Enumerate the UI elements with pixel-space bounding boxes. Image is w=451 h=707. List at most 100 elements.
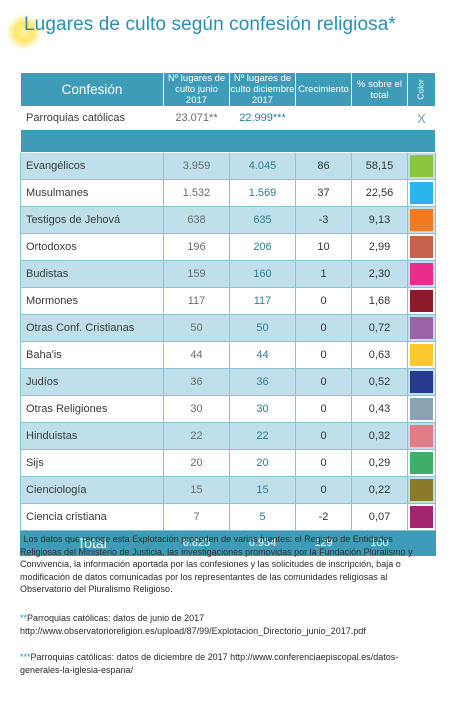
cell-diciembre: 44 xyxy=(229,341,296,369)
cell-diciembre: 22.999*** xyxy=(229,106,296,130)
color-swatch xyxy=(410,479,433,501)
cell-color xyxy=(407,422,436,450)
table-row: Evangélicos 3.959 4.045 86 58,15 xyxy=(20,152,436,180)
page-title: Lugares de culto según confesión religio… xyxy=(24,14,396,35)
cell-junio: 36 xyxy=(163,368,230,396)
color-swatch xyxy=(410,452,433,474)
cell-color xyxy=(407,341,436,369)
footnote-2-marker: ** xyxy=(20,613,28,623)
cell-color xyxy=(407,152,436,180)
cell-diciembre: 15 xyxy=(229,476,296,504)
color-swatch xyxy=(410,425,433,447)
table-row: Ortodoxos 196 206 10 2,99 xyxy=(20,233,436,261)
table-row-catolicas: Parroquias católicas 23.071** 22.999*** … xyxy=(20,106,436,130)
cell-crecimiento: -3 xyxy=(295,206,352,234)
table-row: Mormones 117 117 0 1,68 xyxy=(20,287,436,315)
cell-crecimiento: 37 xyxy=(295,179,352,207)
cell-color xyxy=(407,476,436,504)
header-diciembre: Nº lugares de culto diciembre 2017 xyxy=(229,72,296,107)
color-swatch xyxy=(410,398,433,420)
color-swatch xyxy=(410,182,433,204)
table-row: Judíos 36 36 0 0,52 xyxy=(20,368,436,396)
cell-crecimiento: 0 xyxy=(295,449,352,477)
cell-diciembre: 30 xyxy=(229,395,296,423)
table-row: Otras Religiones 30 30 0 0,43 xyxy=(20,395,436,423)
cell-crecimiento xyxy=(295,106,352,130)
cell-crecimiento: 0 xyxy=(295,395,352,423)
header-color-label: Color xyxy=(416,79,426,100)
cell-name: Musulmanes xyxy=(20,179,164,207)
cell-crecimiento: -2 xyxy=(295,503,352,531)
cell-color xyxy=(407,314,436,342)
cell-diciembre: 206 xyxy=(229,233,296,261)
header-color: Color xyxy=(407,72,436,107)
cell-pct: 2,99 xyxy=(351,233,408,261)
cell-pct: 0,07 xyxy=(351,503,408,531)
cell-name: Testigos de Jehová xyxy=(20,206,164,234)
cell-diciembre: 22 xyxy=(229,422,296,450)
cell-color xyxy=(407,206,436,234)
cell-name: Baha'is xyxy=(20,341,164,369)
table-row: Baha'is 44 44 0 0,63 xyxy=(20,341,436,369)
header-confesion: Confesión xyxy=(20,72,164,107)
cell-crecimiento: 0 xyxy=(295,368,352,396)
cell-diciembre: 5 xyxy=(229,503,296,531)
cell-junio: 50 xyxy=(163,314,230,342)
table-row: Otras Conf. Cristianas 50 50 0 0,72 xyxy=(20,314,436,342)
cell-crecimiento: 0 xyxy=(295,422,352,450)
cell-crecimiento: 0 xyxy=(295,314,352,342)
cell-pct: 9,13 xyxy=(351,206,408,234)
cell-pct: 0,32 xyxy=(351,422,408,450)
cell-pct: 2,30 xyxy=(351,260,408,288)
cell-crecimiento: 0 xyxy=(295,287,352,315)
cell-diciembre: 4.045 xyxy=(229,152,296,180)
color-swatch xyxy=(410,506,433,528)
color-swatch xyxy=(410,263,433,285)
footnote-2-text: Parroquias católicas: datos de junio de … xyxy=(20,613,366,636)
cell-color xyxy=(407,368,436,396)
table-row: Hinduistas 22 22 0 0,32 xyxy=(20,422,436,450)
color-swatch xyxy=(410,209,433,231)
cell-pct: 0,63 xyxy=(351,341,408,369)
cell-name: Ciencia cristiana xyxy=(20,503,164,531)
table-row: Budistas 159 160 1 2,30 xyxy=(20,260,436,288)
footnote-1: *Los datos que recoge esta Explotación p… xyxy=(20,533,435,596)
cell-color xyxy=(407,260,436,288)
cell-diciembre: 1.569 xyxy=(229,179,296,207)
cell-color xyxy=(407,503,436,531)
table-row: Sijs 20 20 0 0,29 xyxy=(20,449,436,477)
footnote-3-text: Parroquias católicas: datos de diciembre… xyxy=(20,652,399,675)
cell-pct: 58,15 xyxy=(351,152,408,180)
cell-pct: 0,29 xyxy=(351,449,408,477)
cell-pct: 0,52 xyxy=(351,368,408,396)
cell-name: Mormones xyxy=(20,287,164,315)
color-swatch xyxy=(410,236,433,258)
header-junio: Nº lugares de culto junio 2017 xyxy=(163,72,230,107)
footnote-2: **Parroquias católicas: datos de junio d… xyxy=(20,612,435,637)
cell-diciembre: 117 xyxy=(229,287,296,315)
table-row: Ciencia cristiana 7 5 -2 0,07 xyxy=(20,503,436,531)
cell-name: Hinduistas xyxy=(20,422,164,450)
table-row: Cienciología 15 15 0 0,22 xyxy=(20,476,436,504)
header-porcentaje: % sobre el total xyxy=(351,72,408,107)
cell-junio: 44 xyxy=(163,341,230,369)
title-glow-decoration xyxy=(6,14,42,50)
total-crecimiento: 129 xyxy=(295,530,352,556)
cell-name: Sijs xyxy=(20,449,164,477)
total-pct: 100 xyxy=(351,530,408,556)
cell-name: Evangélicos xyxy=(20,152,164,180)
table-row: Musulmanes 1.532 1.569 37 22,56 xyxy=(20,179,436,207)
title-area: Lugares de culto según confesión religio… xyxy=(0,0,451,60)
cell-name: Cienciología xyxy=(20,476,164,504)
cell-crecimiento: 0 xyxy=(295,476,352,504)
cell-name: Ortodoxos xyxy=(20,233,164,261)
table-total-row: Total 6.825 6.954 129 100 xyxy=(20,530,436,556)
cell-color xyxy=(407,395,436,423)
cell-pct: 0,72 xyxy=(351,314,408,342)
cell-junio: 1.532 xyxy=(163,179,230,207)
cell-name: Parroquias católicas xyxy=(20,106,164,130)
cell-junio: 117 xyxy=(163,287,230,315)
cell-junio: 15 xyxy=(163,476,230,504)
footnote-3: ***Parroquias católicas: datos de diciem… xyxy=(20,651,435,676)
cell-name: Judíos xyxy=(20,368,164,396)
